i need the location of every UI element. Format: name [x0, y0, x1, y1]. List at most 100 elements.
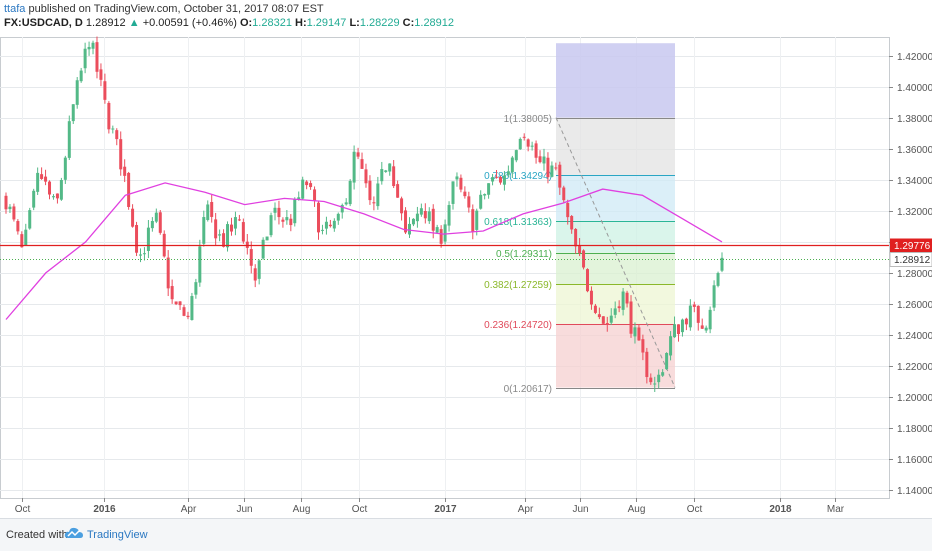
price-tick-label: 1.22000	[897, 362, 932, 373]
candle-body	[233, 217, 237, 229]
candle-body	[8, 206, 12, 210]
price-tick-label: 1.34000	[897, 176, 932, 187]
candle-body	[269, 215, 273, 236]
change-value: +0.00591 (+0.46%)	[142, 17, 237, 29]
low-label: L:	[349, 17, 360, 29]
author-link[interactable]: ttafa	[4, 3, 26, 15]
fibonacci-retracement[interactable]: 1(1.38005) 0.786(1.34294) 0.618(1.31363) 0.…	[484, 43, 676, 395]
fib-band	[556, 117, 675, 176]
horizontal-level-price-label: 1.29776	[894, 241, 931, 252]
candle-body	[534, 143, 538, 158]
candle-body	[28, 210, 32, 229]
candle-body	[419, 208, 423, 215]
candle-body	[12, 206, 16, 220]
candle-body	[154, 212, 158, 222]
price-chart[interactable]: 1(1.38005) 0.786(1.34294) 0.618(1.31363) 0.…	[0, 0, 932, 518]
candle-body	[617, 306, 621, 309]
time-tick-label: Oct	[687, 504, 703, 515]
candle-body	[396, 184, 400, 198]
candle-body	[356, 152, 360, 157]
price-tick-label: 1.36000	[897, 145, 932, 156]
candle-body	[150, 220, 154, 229]
tradingview-brand-link[interactable]: TradingView	[87, 529, 148, 541]
fib-band	[556, 175, 675, 221]
candle-body	[20, 234, 24, 248]
price-tick-label: 1.14000	[897, 486, 932, 497]
candle-body	[633, 327, 637, 337]
candle-body	[487, 183, 491, 195]
candle-body	[51, 196, 55, 198]
candle-body	[32, 190, 36, 208]
candle-body	[380, 169, 384, 182]
candle-body	[24, 229, 28, 246]
candle-body	[554, 167, 558, 169]
candle-body	[510, 157, 514, 173]
candle-body	[182, 307, 186, 316]
candle-body	[142, 253, 146, 255]
fib-band	[556, 252, 675, 285]
candle-body	[344, 202, 348, 205]
fib-band	[556, 323, 675, 388]
candle-body	[589, 290, 593, 305]
candlestick-series	[4, 36, 724, 392]
candle-body	[657, 374, 661, 383]
footer-bar: Created with TradingView	[0, 518, 932, 551]
candle-body	[218, 234, 222, 236]
candle-body	[455, 176, 459, 180]
price-tick-label: 1.28000	[897, 269, 932, 280]
time-tick-label: 2017	[434, 504, 457, 515]
candle-body	[309, 183, 313, 188]
time-tick-label: Apr	[181, 504, 197, 515]
candle-body	[71, 104, 75, 122]
candle-body	[48, 181, 52, 195]
price-tick-label: 1.16000	[897, 455, 932, 466]
candle-body	[360, 159, 364, 169]
last-price-tag	[889, 252, 932, 267]
candle-body	[649, 377, 653, 383]
candle-body	[459, 177, 463, 190]
candle-body	[451, 181, 455, 204]
candle-body	[206, 204, 210, 220]
candle-body	[146, 227, 150, 251]
created-with-label: Created with	[6, 529, 68, 541]
candle-body	[570, 216, 574, 230]
candle-body	[127, 172, 131, 207]
chart-overlays	[0, 182, 889, 320]
candle-body	[704, 327, 708, 331]
candle-body	[135, 225, 139, 253]
candle-body	[601, 316, 605, 324]
candle-body	[158, 212, 162, 233]
candle-body	[578, 245, 582, 254]
candle-body	[202, 217, 206, 244]
candle-body	[297, 197, 301, 200]
candle-body	[443, 224, 447, 242]
candle-body	[542, 156, 546, 164]
candle-body	[566, 202, 570, 218]
candle-body	[530, 145, 534, 147]
candle-body	[688, 305, 692, 328]
candle-body	[427, 211, 431, 222]
candle-body	[447, 205, 451, 226]
candle-body	[265, 236, 269, 241]
candle-body	[229, 224, 233, 232]
time-axis[interactable]: Oct 2016 Apr Jun Aug Oct 2017 Apr Jun Aug Oct 2018 M…	[15, 498, 845, 515]
candle-body	[435, 227, 439, 233]
candle-body	[348, 180, 352, 205]
price-tick-label: 1.40000	[897, 83, 932, 94]
candle-body	[79, 70, 83, 82]
symbol-label[interactable]: FX:USDCAD, D	[4, 17, 83, 29]
candle-body	[170, 286, 174, 300]
candle-body	[44, 176, 48, 182]
tradingview-cloud-icon[interactable]	[64, 526, 84, 545]
candle-body	[115, 130, 119, 140]
candle-body	[526, 139, 530, 147]
candle-body	[4, 195, 8, 210]
publish-info: ttafa published on TradingView.com, Octo…	[4, 2, 454, 16]
candle-body	[404, 210, 408, 233]
price-axis[interactable]: 1.14000 1.16000 1.18000 1.20000 1.22000 1.240…	[889, 52, 932, 497]
candle-body	[629, 301, 633, 334]
fib-level-label: 0(1.20617)	[504, 384, 552, 395]
price-tick-label: 1.20000	[897, 393, 932, 404]
candle-body	[368, 180, 372, 201]
last-price-label: 1.28912	[894, 255, 931, 266]
